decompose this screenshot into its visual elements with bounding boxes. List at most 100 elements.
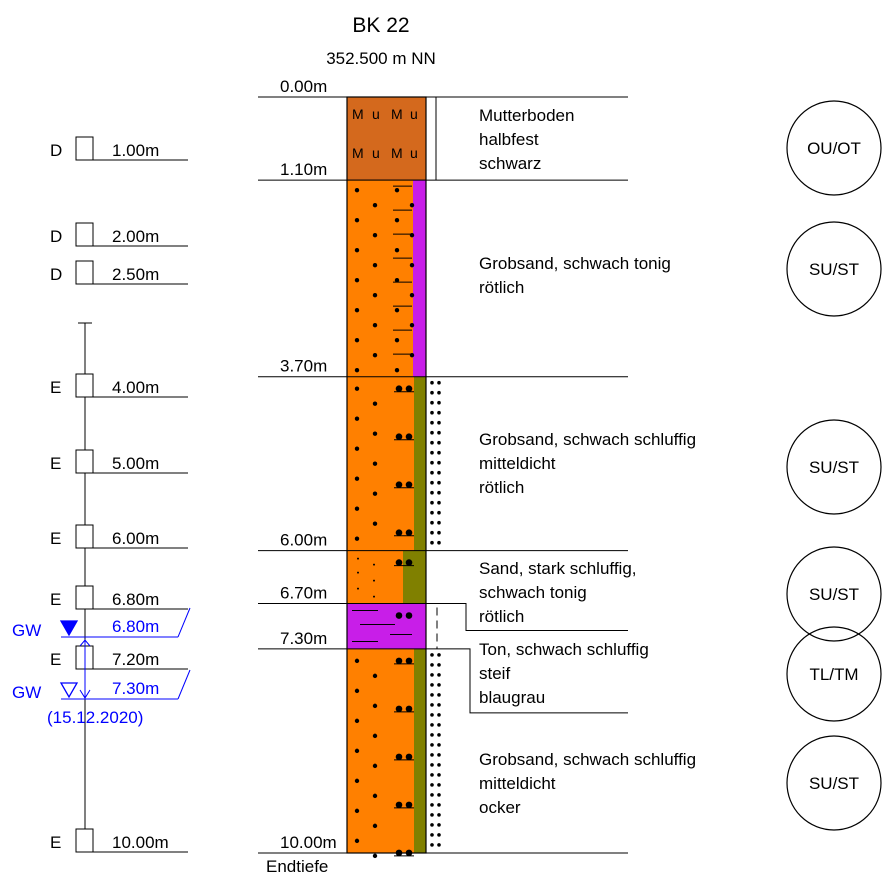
depth-connector <box>458 648 628 714</box>
silt-dot <box>430 400 434 405</box>
groundwater-date: (15.12.2020) <box>47 708 143 727</box>
sand-dot <box>372 521 378 526</box>
sand-dot <box>354 536 360 541</box>
silt-dot <box>437 480 441 485</box>
gravel-dot <box>395 612 403 619</box>
depth-label: 0.00m <box>280 77 327 96</box>
sample-box <box>75 449 94 474</box>
soil-class-label: SU/ST <box>809 774 859 793</box>
silt-dot <box>437 510 441 515</box>
layer-description-line: rötlich <box>479 478 524 497</box>
sand-dot <box>354 416 360 421</box>
depth-connector <box>458 603 628 632</box>
gravel-dot <box>395 801 403 809</box>
depth-label: 6.00m <box>280 531 327 550</box>
mutterboden-symbol: u <box>410 106 418 122</box>
soil-class-label: SU/ST <box>809 260 859 279</box>
borehole-title: BK 22 <box>352 14 409 37</box>
silt-dot <box>437 530 441 535</box>
silt-dot <box>430 693 434 697</box>
sample-depth: 10.00m <box>112 833 169 852</box>
sand-dot <box>409 292 415 298</box>
layer-grobsand-schluffig <box>347 376 426 551</box>
gravel-dot <box>395 385 403 393</box>
sample-depth: 5.00m <box>112 454 159 473</box>
sand-dot <box>372 262 378 268</box>
silt-dot <box>437 733 441 737</box>
soil-class-label: SU/ST <box>809 458 859 477</box>
sand-dot <box>354 838 360 844</box>
sand-dot <box>372 703 378 709</box>
silt-dot <box>430 733 434 737</box>
groundwater-triangle <box>59 682 79 699</box>
silt-dot <box>430 490 434 495</box>
layer-grobsand-ocker <box>347 648 426 853</box>
soil-classes: OU/OT SU/ST SU/ST SU/ST TL/TM SU/ST <box>786 100 882 831</box>
sample-depth: 2.00m <box>112 227 159 246</box>
soil-class-circle <box>786 626 882 722</box>
soil-class-label: OU/OT <box>807 139 861 158</box>
sand-dot <box>372 673 378 679</box>
sample-box <box>75 222 94 247</box>
fine-dot <box>373 595 375 598</box>
sample-depth: 7.20m <box>112 650 159 669</box>
fine-dot <box>373 579 375 582</box>
sand-dot <box>409 262 415 268</box>
sand-dot <box>354 808 360 814</box>
mutterboden-symbol: u <box>410 145 418 161</box>
silt-dot <box>430 843 434 847</box>
gravel-dot <box>395 559 403 566</box>
groundwater-triangle <box>59 620 79 637</box>
mutterboden-symbol: M <box>352 145 364 161</box>
silt-dot <box>437 653 441 657</box>
silt-dot <box>437 460 441 465</box>
silt-dot <box>437 823 441 827</box>
silt-dot <box>437 380 441 385</box>
silt-dot <box>437 753 441 757</box>
sand-dot <box>372 322 378 328</box>
layer-description-line: steif <box>479 664 510 683</box>
silt-dot <box>437 773 441 777</box>
sand-dot <box>394 277 400 283</box>
silt-dot <box>437 410 441 415</box>
silt-dot <box>430 713 434 717</box>
layer-description-line: blaugrau <box>479 688 545 707</box>
silt-dot <box>430 460 434 465</box>
silt-dot <box>430 380 434 385</box>
layer-description-line: Mutterboden <box>479 106 574 125</box>
layer-ton-stripe <box>413 180 426 377</box>
layer-description-line: Grobsand, schwach schluffig <box>479 750 696 769</box>
sand-dot <box>394 307 400 313</box>
silt-dot <box>430 663 434 667</box>
depth-label: 1.10m <box>280 160 327 179</box>
layer-descriptions: Mutterboden halbfest schwarz Grobsand, schw… <box>479 106 696 817</box>
sand-dot <box>372 491 378 496</box>
silt-dot <box>437 390 441 395</box>
fine-dot <box>357 557 359 560</box>
sand-dot <box>372 823 378 829</box>
silt-dot <box>430 420 434 425</box>
gravel-dot <box>405 612 413 619</box>
silt-dot <box>437 500 441 505</box>
sand-dot <box>354 247 360 253</box>
sample-type: E <box>50 590 61 609</box>
sand-dot <box>394 217 400 223</box>
silt-dot <box>437 673 441 677</box>
sand-dot <box>354 476 360 481</box>
gravel-dot <box>395 481 403 489</box>
layer-description-line: mitteldicht <box>479 454 556 473</box>
layer-description-line: rötlich <box>479 607 524 626</box>
soil-class-circle <box>786 419 882 515</box>
mutterboden-symbol: u <box>372 145 380 161</box>
sand-dot <box>372 763 378 769</box>
silt-dot <box>437 793 441 797</box>
silt-dot <box>437 400 441 405</box>
sand-dot <box>394 247 400 253</box>
sand-dot <box>372 853 378 859</box>
silt-dot <box>437 520 441 525</box>
silt-dot <box>430 470 434 475</box>
gravel-dot <box>405 657 413 665</box>
sample-type: E <box>50 454 61 473</box>
groundwater-slant <box>177 607 191 638</box>
